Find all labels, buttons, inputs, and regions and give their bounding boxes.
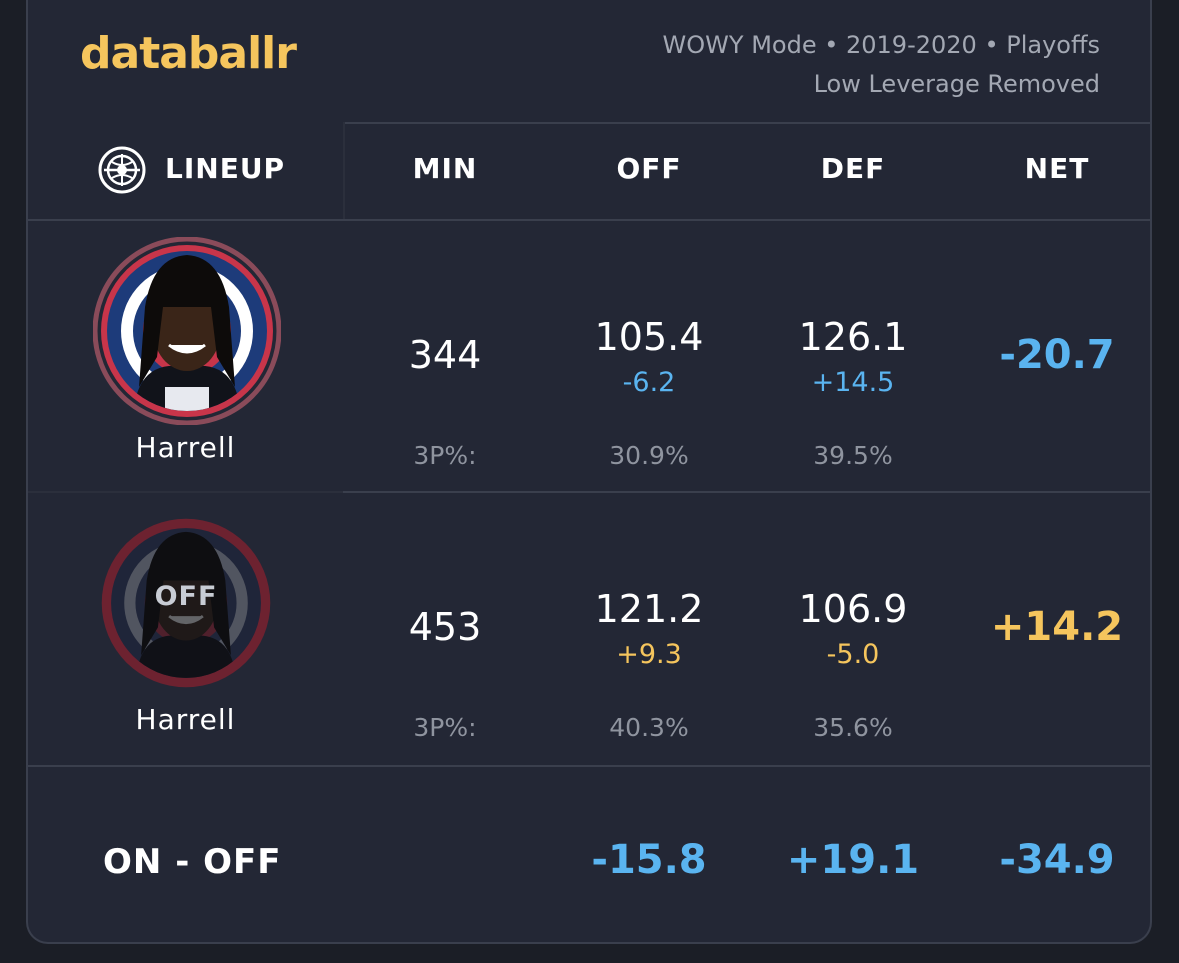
player-photo-dimmed: [101, 518, 271, 688]
card-header: databallr WOWY Mode • 2019-2020 • Playof…: [28, 0, 1150, 124]
def-rating-off: 106.9: [798, 587, 908, 631]
off-rating-on: 105.4: [594, 315, 704, 359]
on-off-net-diff: -34.9: [999, 837, 1115, 883]
mode-season-label: WOWY Mode • 2019-2020 • Playoffs: [662, 31, 1100, 59]
lineup-row-on: Harrell 344 105.4 -6.2 126.1 +14.5 -20.7…: [28, 221, 1150, 491]
lineup-column-label: LINEUP: [165, 152, 286, 185]
net-column-header[interactable]: NET: [1024, 152, 1090, 185]
three-pt-label-off: 3P%:: [413, 713, 477, 742]
column-headers: LINEUP MIN OFF DEF NET: [28, 122, 1150, 221]
lineup-logo-icon: [98, 146, 146, 194]
on-off-def-diff: +19.1: [786, 837, 920, 883]
wowy-card: databallr WOWY Mode • 2019-2020 • Playof…: [26, 0, 1152, 944]
row-divider: [343, 491, 1150, 493]
def-rating-on: 126.1: [798, 315, 908, 359]
leverage-label: Low Leverage Removed: [813, 70, 1100, 98]
player-name-off: Harrell: [135, 703, 236, 736]
lineup-header[interactable]: LINEUP: [28, 122, 345, 219]
off-column-header[interactable]: OFF: [616, 152, 682, 185]
filter-summary: WOWY Mode • 2019-2020 • Playoffs Low Lev…: [663, 26, 1100, 104]
player-photo: [92, 236, 282, 426]
net-rating-on: -20.7: [999, 332, 1115, 378]
on-off-off-diff: -15.8: [591, 837, 707, 883]
off-3p-on: 30.9%: [609, 441, 689, 470]
def-column-header[interactable]: DEF: [820, 152, 886, 185]
on-off-label: ON - OFF: [103, 842, 282, 882]
def-delta-on: +14.5: [811, 367, 895, 398]
player-name-on: Harrell: [135, 431, 236, 464]
off-3p-off: 40.3%: [609, 713, 689, 742]
off-delta-off: +9.3: [616, 639, 682, 670]
off-rating-off: 121.2: [594, 587, 704, 631]
off-delta-on: -6.2: [622, 367, 676, 398]
three-pt-label-on: 3P%:: [413, 441, 477, 470]
def-3p-on: 39.5%: [813, 441, 893, 470]
min-column-header[interactable]: MIN: [412, 152, 478, 185]
def-3p-off: 35.6%: [813, 713, 893, 742]
player-avatar-on[interactable]: [92, 236, 282, 426]
off-badge: OFF: [154, 581, 218, 612]
player-avatar-off[interactable]: OFF: [98, 515, 274, 691]
net-rating-off: +14.2: [990, 604, 1124, 650]
databallr-logo[interactable]: databallr: [80, 28, 297, 79]
row-divider-left: [28, 491, 343, 493]
lineup-row-off: OFF Harrell 453 121.2 +9.3 106.9 -5.0 +1…: [28, 493, 1150, 763]
min-value-off: 453: [408, 605, 482, 649]
min-value-on: 344: [408, 333, 482, 377]
def-delta-off: -5.0: [826, 639, 880, 670]
on-off-summary-row: ON - OFF -15.8 +19.1 -34.9: [28, 765, 1150, 945]
